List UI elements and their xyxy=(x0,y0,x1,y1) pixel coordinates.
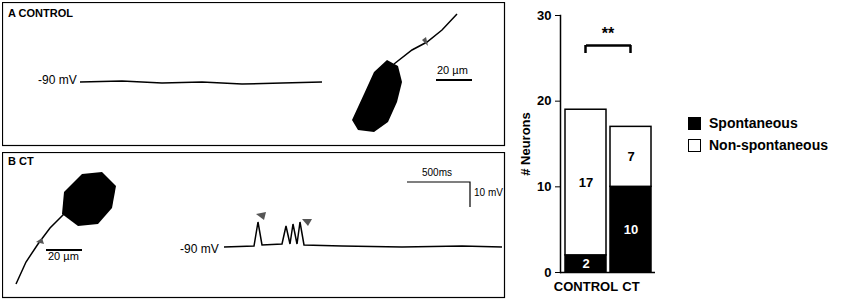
html-text:Spontaneous: Spontaneous xyxy=(709,115,798,131)
svg-text:**: ** xyxy=(602,25,615,42)
svg-text:30: 30 xyxy=(537,8,551,23)
svg-text:17: 17 xyxy=(579,175,593,190)
svg-text:B CT: B CT xyxy=(8,155,34,167)
svg-text:# Neurons: # Neurons xyxy=(518,112,533,176)
svg-text:10 mV: 10 mV xyxy=(474,187,503,198)
svg-text:CONTROL: CONTROL xyxy=(554,279,618,294)
svg-text:-90 mV: -90 mV xyxy=(180,242,219,256)
svg-text:-90 mV: -90 mV xyxy=(38,73,77,87)
html-text:Non-spontaneous: Non-spontaneous xyxy=(709,137,828,153)
svg-text:A CONTROL: A CONTROL xyxy=(8,7,73,19)
svg-text:7: 7 xyxy=(627,149,634,164)
html-text:C: C xyxy=(514,3,525,20)
svg-text:20 µm: 20 µm xyxy=(437,64,468,76)
svg-text:CT: CT xyxy=(622,279,639,294)
svg-text:20 µm: 20 µm xyxy=(48,250,79,262)
svg-text:0: 0 xyxy=(544,265,551,280)
svg-text:10: 10 xyxy=(624,222,638,237)
svg-text:10: 10 xyxy=(537,179,551,194)
svg-text:500ms: 500ms xyxy=(422,167,452,178)
svg-text:20: 20 xyxy=(537,93,551,108)
svg-text:2: 2 xyxy=(582,256,589,271)
